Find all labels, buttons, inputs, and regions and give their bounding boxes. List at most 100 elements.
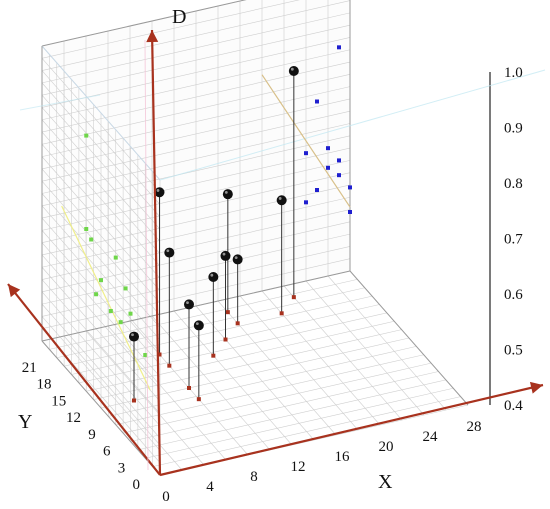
z-axis-label: D [172,6,186,28]
z-tick-label: 0.9 [504,121,523,137]
stem-base-marker [211,353,216,358]
y-tick-label: 6 [103,444,111,460]
projection-yz-point [108,309,113,313]
x-tick-label: 8 [250,469,258,485]
z-tick-label: 0.6 [504,287,523,303]
x-axis-label: X [378,471,393,493]
left-grid-line [41,119,161,254]
floor-grid-line [123,362,432,434]
data-points [129,66,299,342]
stem-base-marker [223,337,228,342]
projection-xz-point [304,200,308,205]
left-grid-line [41,70,161,205]
projection-yz-point [118,320,123,325]
x-tick-label: 12 [291,459,306,475]
axes [7,29,544,477]
y-tick-label: 9 [88,427,96,443]
x-axis-line-arrowhead [529,381,543,394]
z-axis-line [150,29,162,476]
floor-grid-line [152,396,461,467]
data-point [164,247,175,258]
frame-edge [41,270,351,342]
x-tick-label: 20 [379,439,394,455]
projection-yz-point [89,237,94,242]
projection-xz-point [326,165,330,170]
z-tick-label: 0.7 [504,232,523,248]
left-grid-line [41,131,161,267]
trend-line-yz [61,205,151,391]
data-point [232,254,243,265]
stem-base-marker [187,386,191,390]
back-grid-line [41,24,351,96]
frame-edge [41,340,161,476]
data-point [208,272,219,282]
y-tick-label: 15 [51,393,66,409]
y-axis-line-arrowhead [8,284,21,298]
projection-xz-point [348,185,352,190]
projection-yz-point [143,353,148,357]
data-point [276,195,287,206]
floor-grid-line [130,371,439,442]
stem-base-marker [235,321,240,326]
left-grid-line [41,291,161,427]
left-grid-line [41,242,161,377]
left-grid-line [41,316,161,451]
projection-trend-lines [61,74,351,391]
left-grid-line [41,193,161,328]
stem-base-marker [279,311,284,316]
x-tick-label: 16 [335,449,351,465]
z-tick-label: 0.8 [504,176,523,192]
projection-xz-point [337,45,341,50]
data-point-highlight [195,322,199,326]
data-point [220,250,231,261]
x-tick-label: 24 [423,429,439,445]
projection-yz-point [84,133,89,138]
z-axis-line-arrowhead [146,30,159,43]
left-grid-line [41,82,161,218]
back-grid-line [41,0,351,71]
projection-xz-point [304,151,308,156]
data-point-highlight [224,190,228,194]
floor-grid-line [137,379,446,451]
data-point-highlight [210,273,214,277]
left-grid-line [41,58,161,193]
x-axis-line [159,383,544,477]
x-tick-label: 0 [162,489,170,505]
stem-base-marker [167,363,172,368]
data-point-highlight [156,189,160,192]
stem-base-marker [132,398,136,403]
frame-edge [41,0,247,47]
frame-edge [349,270,469,406]
floor-grid-line [115,354,424,426]
y-tick-label: 21 [22,360,37,376]
z-tick-label: 1.0 [504,65,523,81]
left-grid-line [41,205,161,340]
point-stems [132,71,296,403]
left-grid-line [41,94,161,230]
projection-yz-point [94,292,99,297]
projection-xz-point [337,158,341,163]
data-point [288,66,299,76]
frame-edge [41,45,161,181]
projection-yz-point [99,278,103,283]
left-grid-line [41,230,161,365]
back-grid-line [41,12,351,84]
projection-xz-point [315,99,319,104]
floor-grid-line [145,387,454,459]
left-grid-line [41,217,161,353]
y-tick-label: 12 [66,410,81,426]
stem-base-marker [225,310,230,315]
data-point-highlight [166,249,170,253]
projection-yz-point [113,255,118,260]
stem-base-marker [196,397,201,402]
projection-xz-point [315,188,319,192]
x-tick-label: 4 [206,479,214,495]
left-grid-line [41,181,161,316]
data-point-highlight [234,256,238,260]
projection-xz-point [348,210,352,214]
data-point-highlight [186,301,189,305]
back-grid-line [41,0,300,59]
data-point-highlight [222,252,226,256]
y-tick-label: 0 [133,477,141,493]
tick-labels: 04812162024280369121518210.40.50.60.70.8… [22,65,524,505]
